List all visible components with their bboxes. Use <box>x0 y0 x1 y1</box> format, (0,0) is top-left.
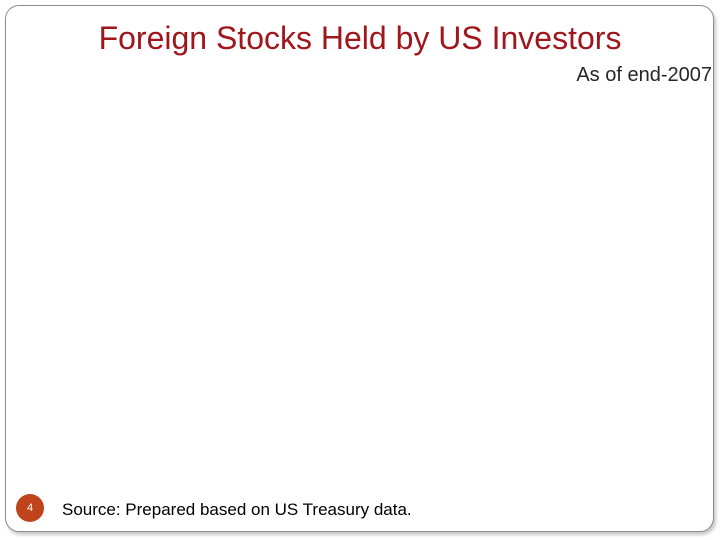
slide-frame <box>5 5 714 532</box>
slide-title: Foreign Stocks Held by US Investors <box>98 20 622 56</box>
page-number: 4 <box>26 502 34 514</box>
source-note: Source: Prepared based on US Treasury da… <box>62 500 412 519</box>
page-number-badge: 4 <box>16 494 44 522</box>
slide-subtitle: As of end-2007 <box>576 64 712 86</box>
